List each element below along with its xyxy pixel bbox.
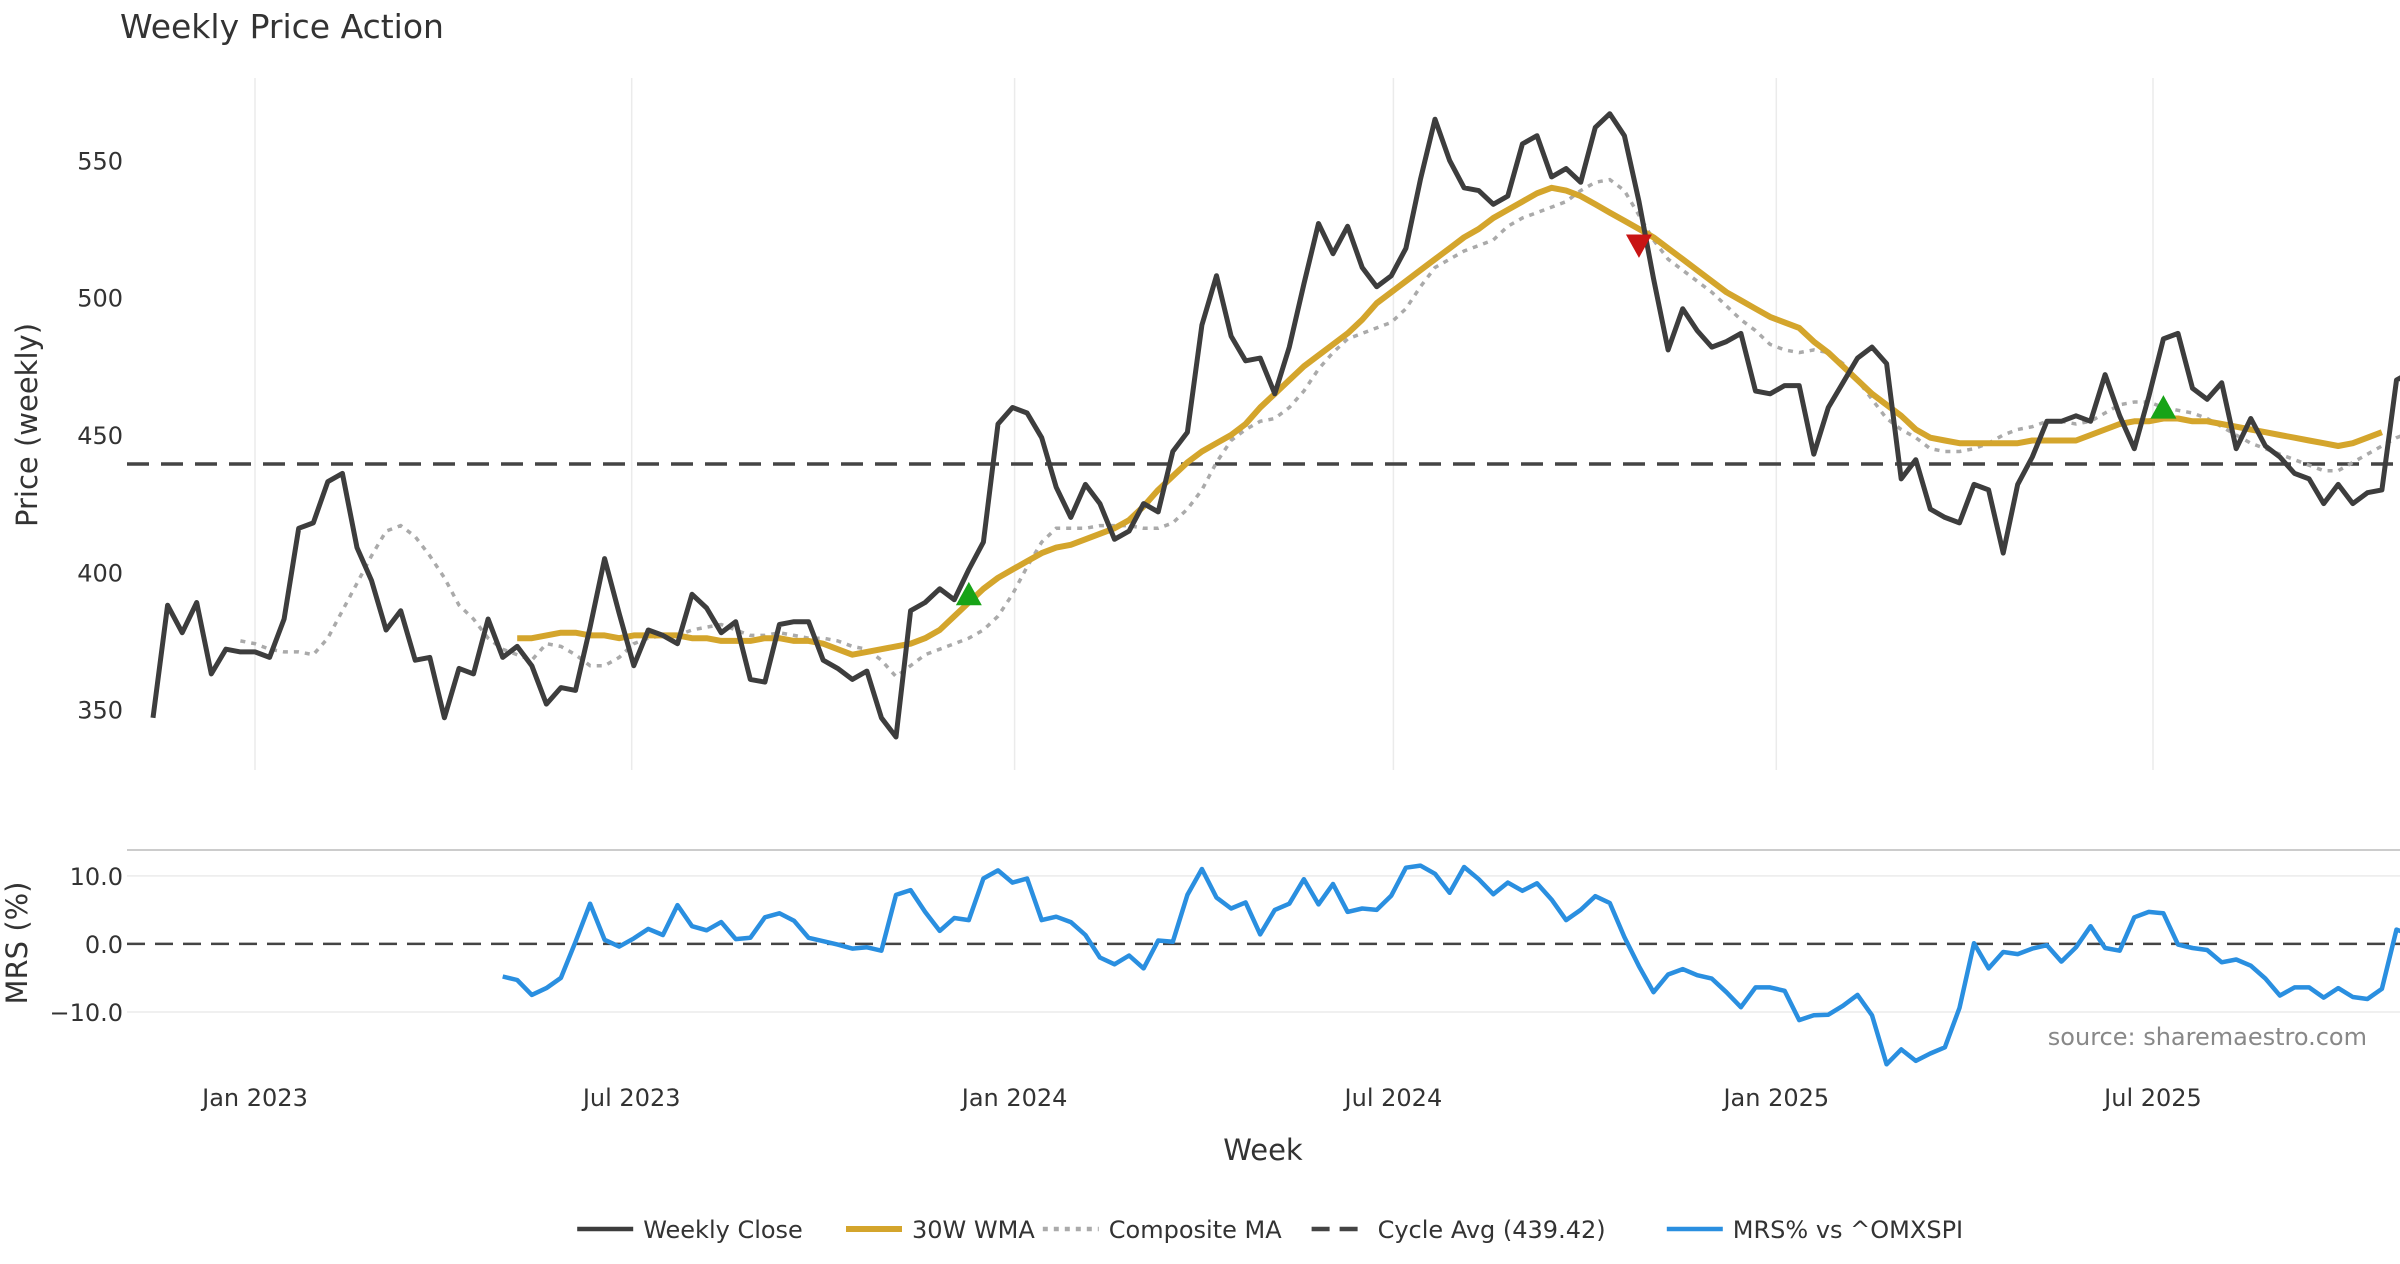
price-y-tick-label: 350 [77,697,123,725]
legend: Weekly Close 30W WMA Composite MA Cycle Avg… [577,1216,1963,1244]
signal-markers [955,234,2177,606]
x-axis-label: Week [1223,1133,1303,1167]
price-y-tick-label: 400 [77,559,123,587]
x-tick-label: Jan 2025 [1721,1084,1829,1112]
price-y-axis-label: Price (weekly) [10,323,44,527]
price-y-tick-label: 500 [77,285,123,313]
x-tick-label: Jul 2024 [1343,1084,1443,1112]
chart-title: Weekly Price Action [120,7,444,46]
mrs-y-tick-label: 0.0 [85,931,123,959]
buy-signal-marker [2150,395,2177,419]
x-tick-label: Jan 2023 [200,1084,308,1112]
mrs-y-tick-label: −10.0 [49,999,123,1027]
legend-label-composite: Composite MA [1109,1216,1282,1244]
x-axis: Jan 2023 Jul 2023 Jan 2024 Jul 2024 Jan 2025… [200,1084,2202,1112]
x-tick-label: Jan 2024 [960,1084,1068,1112]
series-weekly-close [150,111,2400,740]
mrs-grid [127,875,2400,1013]
x-tick-label: Jul 2023 [581,1084,681,1112]
price-grid [254,78,2154,770]
mrs-y-axis-label: MRS (%) [0,882,34,1005]
source-note: source: sharemaestro.com [2048,1023,2367,1051]
legend-label-mrs: MRS% vs ^OMXSPI [1733,1216,1963,1244]
series-30w-wma [517,184,2383,658]
price-y-tick-label: 550 [77,147,123,175]
mrs-y-axis: −10.0 0.0 10.0 [49,863,123,1027]
legend-label-weekly_close: Weekly Close [643,1216,803,1244]
series-mrs [502,863,2400,1067]
mrs-y-tick-label: 10.0 [70,863,123,891]
price-y-tick-label: 450 [77,422,123,450]
x-tick-label: Jul 2025 [2102,1084,2202,1112]
sell-signal-marker [1625,234,1652,258]
buy-signal-marker [955,581,982,606]
legend-label-wma: 30W WMA [912,1216,1035,1244]
legend-label-cycle_avg: Cycle Avg (439.42) [1378,1216,1606,1244]
price-y-axis: 350 400 450 500 550 [77,147,123,724]
